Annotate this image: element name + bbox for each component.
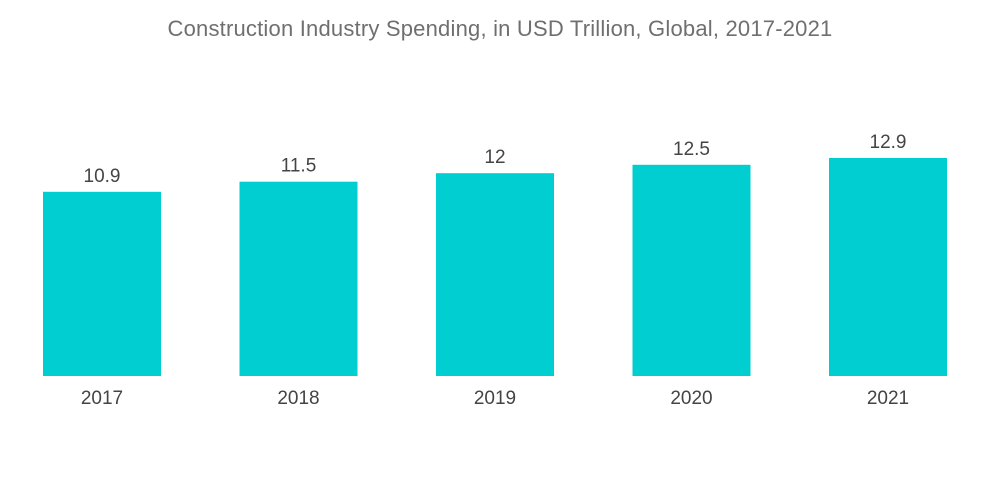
bar-2017 (43, 191, 161, 376)
value-labels-group: 10.9 11.5 12 12.5 12.9 (84, 132, 907, 187)
x-tick-label-2018: 2018 (277, 388, 319, 409)
x-tick-label-2021: 2021 (867, 388, 909, 409)
value-label-2020: 12.5 (673, 139, 710, 160)
x-tick-label-2017: 2017 (81, 388, 123, 409)
value-label-2018: 11.5 (281, 156, 317, 177)
bar-2021 (829, 158, 947, 376)
bars-group (43, 158, 947, 376)
value-label-2017: 10.9 (84, 166, 121, 187)
chart-title: Construction Industry Spending, in USD T… (167, 16, 833, 41)
x-tick-label-2020: 2020 (670, 388, 712, 409)
value-label-2019: 12 (484, 147, 505, 168)
x-tick-label-2019: 2019 (474, 388, 516, 409)
bar-2020 (632, 164, 751, 376)
bar-2018 (239, 181, 358, 376)
x-axis-tick-labels: 2017 2018 2019 2020 2021 (81, 388, 909, 409)
bar-2019 (436, 173, 554, 376)
value-label-2021: 12.9 (870, 132, 907, 153)
